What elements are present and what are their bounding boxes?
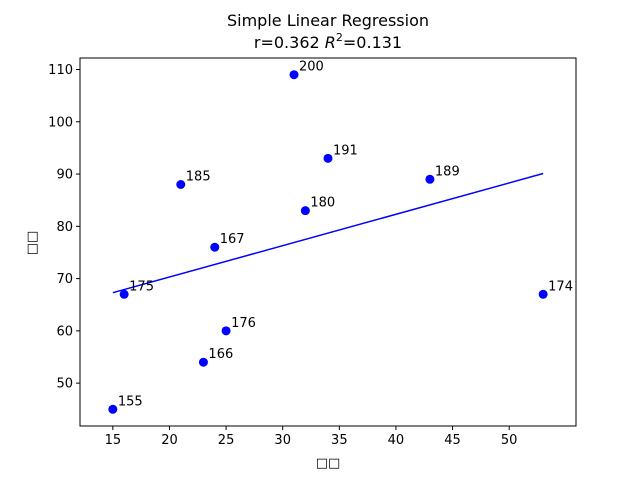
y-tick-label: 100 — [48, 115, 73, 130]
data-point — [210, 242, 220, 252]
point-label: 180 — [310, 196, 335, 211]
point-label: 200 — [299, 60, 324, 75]
subtitle-r2-symbol: R — [325, 33, 336, 52]
y-tick-label: 110 — [48, 63, 73, 78]
data-point — [323, 153, 333, 163]
point-label: 166 — [208, 347, 233, 362]
plot-frame — [79, 57, 577, 427]
x-tick-label: 45 — [444, 433, 461, 448]
x-tick-label: 30 — [274, 433, 291, 448]
subtitle-prefix: r=0.362 — [254, 33, 325, 52]
point-label: 155 — [118, 394, 143, 409]
data-point — [198, 357, 208, 367]
x-tick-label: 40 — [388, 433, 405, 448]
regression-line — [112, 172, 544, 294]
subtitle-r2-exp: 2 — [336, 31, 343, 44]
point-label: 167 — [220, 232, 245, 247]
x-axis-label: □□ — [316, 456, 341, 471]
y-tick-label: 50 — [56, 377, 73, 392]
data-point — [119, 289, 129, 299]
y-tick-label: 80 — [56, 220, 73, 235]
plot-area: 200 191 185 189 180 167 175 174 176 166 155 — [108, 60, 573, 414]
data-point — [176, 180, 186, 189]
data-point — [425, 174, 435, 184]
x-tick-label: 15 — [105, 433, 122, 448]
point-label: 185 — [186, 170, 211, 185]
point-label: 176 — [231, 316, 256, 331]
data-point — [289, 70, 299, 80]
data-point — [300, 206, 310, 216]
y-tick-label: 70 — [56, 272, 73, 287]
axes: 15 20 25 30 35 40 45 50 50 60 70 80 90 100 110 — [48, 57, 577, 448]
point-label: 175 — [129, 279, 154, 294]
x-tick-label: 25 — [218, 433, 235, 448]
chart-subtitle: r=0.362 R2=0.131 — [254, 31, 402, 52]
point-label: 174 — [548, 279, 573, 294]
x-tick-label: 50 — [501, 433, 518, 448]
point-label: 189 — [435, 164, 460, 179]
data-point — [108, 404, 118, 414]
x-tick-label: 35 — [331, 433, 348, 448]
data-point — [538, 289, 548, 299]
point-label: 191 — [333, 143, 358, 158]
subtitle-suffix: =0.131 — [343, 33, 402, 52]
y-axis-label: □□ — [25, 231, 40, 256]
x-tick-label: 20 — [161, 433, 178, 448]
data-point — [221, 326, 231, 336]
chart-title: Simple Linear Regression — [227, 11, 429, 30]
y-tick-label: 90 — [56, 168, 73, 183]
y-tick-label: 60 — [56, 324, 73, 339]
